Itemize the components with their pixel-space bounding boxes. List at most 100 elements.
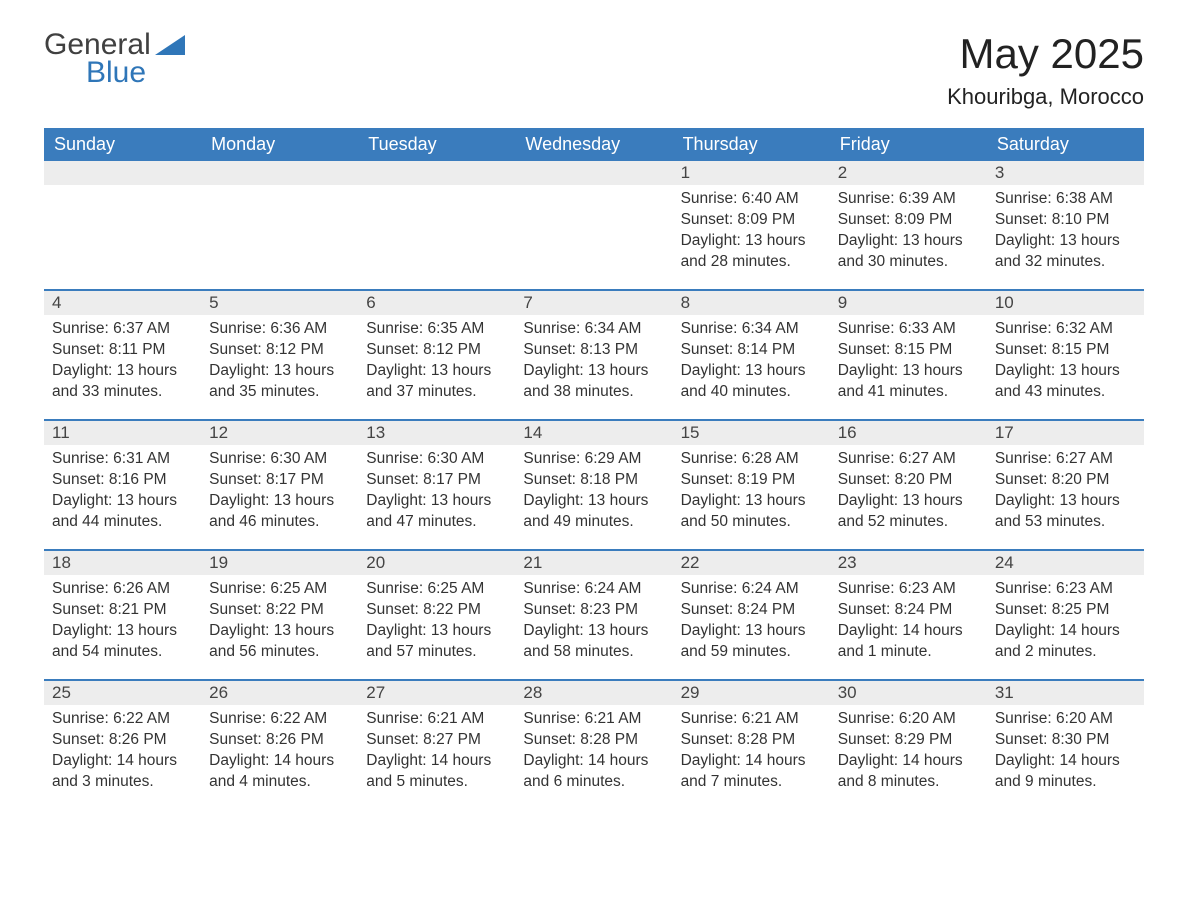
day-line-label: Daylight: [838, 622, 898, 639]
day-line: Daylight: 14 hours and 1 minute. [838, 621, 979, 663]
calendar-day-cell: 24Sunrise: 6:23 AMSunset: 8:25 PMDayligh… [987, 551, 1144, 679]
day-line-value: 6:35 AM [423, 320, 484, 337]
day-line-value: 8:15 PM [890, 341, 952, 358]
day-line: Sunset: 8:25 PM [995, 600, 1136, 621]
day-line: Sunrise: 6:28 AM [681, 449, 822, 470]
day-line-value: 6:27 AM [895, 450, 956, 467]
day-line: Sunrise: 6:37 AM [52, 319, 193, 340]
brand-name-2: Blue [86, 56, 185, 90]
day-line: Sunset: 8:12 PM [366, 340, 507, 361]
day-line-value: 6:22 AM [109, 710, 170, 727]
day-line-value: 8:28 PM [576, 731, 638, 748]
day-line-label: Daylight: [995, 232, 1055, 249]
day-line-value: 6:28 AM [737, 450, 798, 467]
day-line-value: 8:20 PM [890, 471, 952, 488]
calendar-day-cell: 6Sunrise: 6:35 AMSunset: 8:12 PMDaylight… [358, 291, 515, 419]
day-number: 14 [515, 421, 672, 445]
day-line-label: Sunrise: [681, 580, 738, 597]
calendar-day-cell: 23Sunrise: 6:23 AMSunset: 8:24 PMDayligh… [830, 551, 987, 679]
day-line-label: Sunrise: [995, 710, 1052, 727]
day-number: 11 [44, 421, 201, 445]
day-line-label: Sunset: [366, 601, 419, 618]
calendar-empty-cell [44, 161, 201, 289]
day-line-label: Sunrise: [209, 580, 266, 597]
day-line-value: 8:23 PM [576, 601, 638, 618]
day-number: 19 [201, 551, 358, 575]
day-content: Sunrise: 6:27 AMSunset: 8:20 PMDaylight:… [830, 445, 987, 543]
day-line: Sunset: 8:11 PM [52, 340, 193, 361]
day-line-value: 8:29 PM [890, 731, 952, 748]
day-content: Sunrise: 6:25 AMSunset: 8:22 PMDaylight:… [201, 575, 358, 673]
day-line-label: Sunrise: [681, 710, 738, 727]
day-line-value: 6:22 AM [266, 710, 327, 727]
day-line: Daylight: 13 hours and 59 minutes. [681, 621, 822, 663]
day-line-label: Sunset: [52, 601, 105, 618]
calendar-header-cell: Tuesday [358, 128, 515, 161]
day-line-label: Sunset: [523, 471, 576, 488]
day-line: Daylight: 13 hours and 40 minutes. [681, 361, 822, 403]
day-content: Sunrise: 6:26 AMSunset: 8:21 PMDaylight:… [44, 575, 201, 673]
calendar-day-cell: 26Sunrise: 6:22 AMSunset: 8:26 PMDayligh… [201, 681, 358, 809]
calendar-day-cell: 20Sunrise: 6:25 AMSunset: 8:22 PMDayligh… [358, 551, 515, 679]
day-content: Sunrise: 6:23 AMSunset: 8:24 PMDaylight:… [830, 575, 987, 673]
day-line: Sunrise: 6:21 AM [366, 709, 507, 730]
day-line: Daylight: 13 hours and 52 minutes. [838, 491, 979, 533]
day-content: Sunrise: 6:25 AMSunset: 8:22 PMDaylight:… [358, 575, 515, 673]
calendar-day-cell: 19Sunrise: 6:25 AMSunset: 8:22 PMDayligh… [201, 551, 358, 679]
day-line-label: Sunset: [995, 731, 1048, 748]
day-content: Sunrise: 6:34 AMSunset: 8:13 PMDaylight:… [515, 315, 672, 413]
day-line: Daylight: 14 hours and 9 minutes. [995, 751, 1136, 793]
day-number: 28 [515, 681, 672, 705]
day-content: Sunrise: 6:35 AMSunset: 8:12 PMDaylight:… [358, 315, 515, 413]
day-line-value: 8:18 PM [576, 471, 638, 488]
day-content: Sunrise: 6:21 AMSunset: 8:27 PMDaylight:… [358, 705, 515, 803]
day-line-label: Daylight: [838, 492, 898, 509]
day-line: Sunset: 8:24 PM [838, 600, 979, 621]
day-line-label: Daylight: [366, 752, 426, 769]
day-line: Sunset: 8:30 PM [995, 730, 1136, 751]
day-line: Sunrise: 6:23 AM [838, 579, 979, 600]
day-line-label: Sunset: [838, 341, 891, 358]
day-line-label: Daylight: [995, 362, 1055, 379]
day-line-label: Sunrise: [52, 710, 109, 727]
day-line-label: Daylight: [681, 232, 741, 249]
day-line-value: 6:25 AM [423, 580, 484, 597]
day-line-label: Sunrise: [209, 320, 266, 337]
calendar-empty-cell [515, 161, 672, 289]
day-line: Daylight: 14 hours and 6 minutes. [523, 751, 664, 793]
day-line-label: Sunset: [681, 601, 734, 618]
day-line-label: Sunrise: [838, 450, 895, 467]
day-content: Sunrise: 6:20 AMSunset: 8:30 PMDaylight:… [987, 705, 1144, 803]
day-line-value: 8:21 PM [105, 601, 167, 618]
day-line-value: 8:28 PM [733, 731, 795, 748]
day-line: Sunset: 8:27 PM [366, 730, 507, 751]
day-line-value: 8:24 PM [890, 601, 952, 618]
day-line-label: Sunset: [681, 211, 734, 228]
day-number [358, 161, 515, 185]
day-number: 23 [830, 551, 987, 575]
day-line: Sunset: 8:09 PM [838, 210, 979, 231]
day-line-label: Daylight: [838, 752, 898, 769]
day-line-label: Sunrise: [995, 190, 1052, 207]
day-line-label: Daylight: [52, 362, 112, 379]
day-number: 3 [987, 161, 1144, 185]
day-line: Sunrise: 6:32 AM [995, 319, 1136, 340]
calendar-day-cell: 30Sunrise: 6:20 AMSunset: 8:29 PMDayligh… [830, 681, 987, 809]
day-line-value: 6:23 AM [895, 580, 956, 597]
day-line-value: 6:20 AM [895, 710, 956, 727]
day-number: 27 [358, 681, 515, 705]
day-line-label: Sunrise: [209, 710, 266, 727]
day-line: Daylight: 13 hours and 28 minutes. [681, 231, 822, 273]
day-line-label: Sunset: [52, 341, 105, 358]
day-number: 29 [673, 681, 830, 705]
day-line-value: 6:34 AM [737, 320, 798, 337]
day-number: 12 [201, 421, 358, 445]
day-line: Sunset: 8:23 PM [523, 600, 664, 621]
day-content: Sunrise: 6:33 AMSunset: 8:15 PMDaylight:… [830, 315, 987, 413]
day-line: Sunrise: 6:33 AM [838, 319, 979, 340]
day-line: Daylight: 14 hours and 3 minutes. [52, 751, 193, 793]
day-content: Sunrise: 6:23 AMSunset: 8:25 PMDaylight:… [987, 575, 1144, 673]
day-line-label: Daylight: [209, 622, 269, 639]
day-number [201, 161, 358, 185]
calendar-empty-cell [201, 161, 358, 289]
